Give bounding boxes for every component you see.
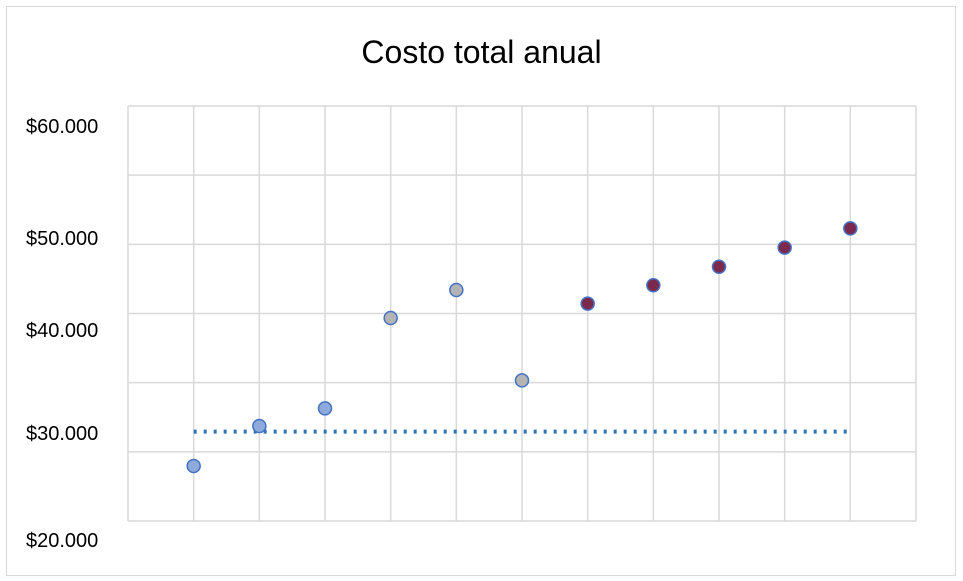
data-point [646,277,661,293]
data-point [711,259,727,275]
data-point [449,282,464,298]
y-tick-label: $50.000 [26,228,98,250]
data-point [186,458,201,474]
chart-title: Costo total anual [361,34,602,70]
y-tick-label: $40.000 [26,320,98,342]
y-tick-label: $20.000 [26,530,98,552]
data-point [777,240,792,255]
y-tick-label: $30.000 [26,423,98,445]
data-point [317,401,333,416]
data-point [580,296,595,311]
chart-frame [6,6,956,576]
y-tick-label: $60.000 [26,116,98,138]
data-point [383,310,398,326]
data-point [252,418,267,434]
data-point [843,221,858,236]
data-point [514,373,530,388]
